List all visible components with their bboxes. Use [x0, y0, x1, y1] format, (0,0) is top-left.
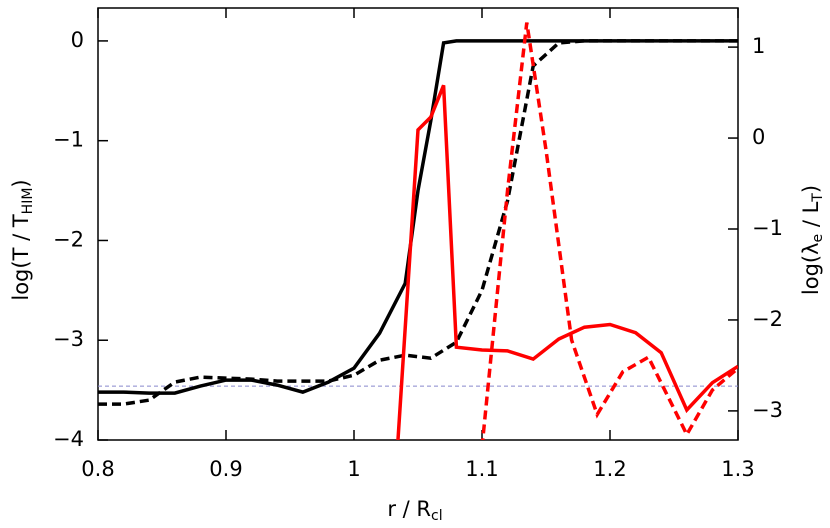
data-line	[480, 22, 738, 440]
x-axis-label: r / Rcl	[387, 497, 442, 524]
data-line	[98, 39, 738, 395]
y2-label-sub: e	[810, 234, 826, 243]
x-tick-label: 1	[347, 457, 360, 481]
x-tick-label: 0.8	[81, 457, 114, 481]
y-tick-label: −3	[53, 327, 84, 351]
y-tick-label: −4	[53, 427, 84, 451]
y2-tick-label: −1	[752, 216, 783, 240]
y-tick-label: 0	[71, 28, 84, 52]
x-label-main: r / R	[387, 497, 431, 521]
data-line	[396, 84, 738, 440]
y2-tick-label: 1	[752, 34, 765, 58]
y2-label-pre: log(λ	[799, 242, 823, 295]
x-label-sub: cl	[431, 508, 443, 524]
x-tick-label: 1.1	[465, 457, 498, 481]
y-label-sub: HIM	[20, 188, 36, 215]
y-tick-label: −2	[53, 227, 84, 251]
y-axis-label: log(T / THIM)	[9, 179, 36, 300]
y2-label-mid: / L	[799, 201, 823, 233]
data-line	[98, 39, 738, 406]
y2-tick-label: −2	[752, 307, 783, 331]
y2-tick-label: 0	[752, 125, 765, 149]
y2-label-post: )	[799, 185, 823, 193]
plot-frame	[97, 7, 739, 441]
x-tick-label: 1.3	[721, 457, 754, 481]
y2-axis-label: log(λe / LT)	[799, 185, 826, 295]
y-label-post: )	[9, 179, 33, 187]
plot-area	[98, 22, 738, 440]
x-tick-label: 1.2	[593, 457, 626, 481]
y-tick-label: −1	[53, 128, 84, 152]
x-tick-label: 0.9	[209, 457, 242, 481]
y-label-pre: log(T / T	[9, 214, 33, 300]
y2-label-sub: T	[810, 193, 826, 203]
y2-tick-label: −3	[752, 398, 783, 422]
